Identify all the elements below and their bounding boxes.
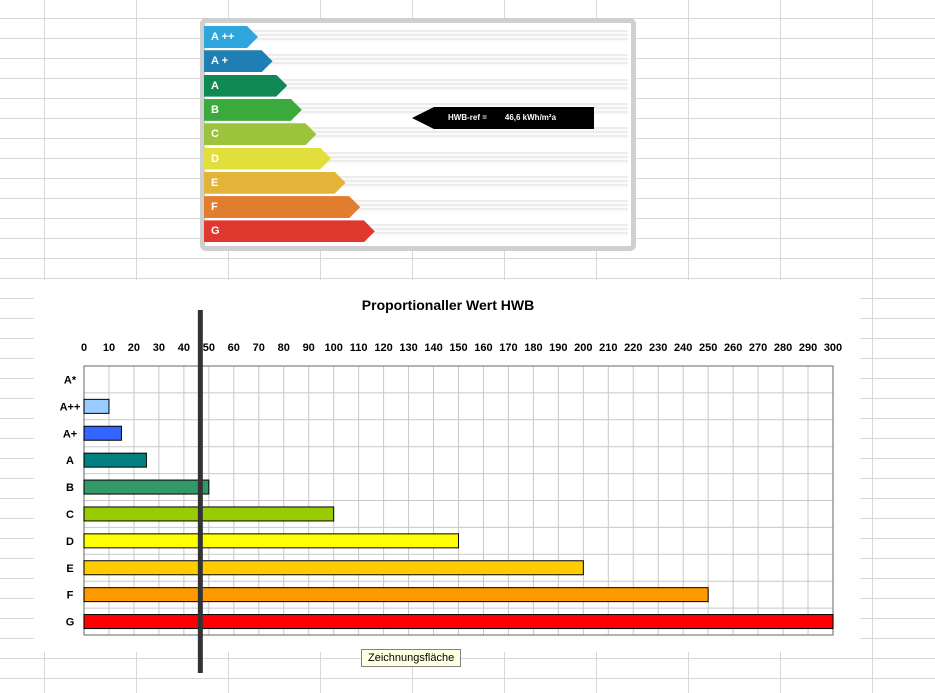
- x-tick-label: 220: [624, 342, 642, 354]
- x-tick-label: 180: [524, 342, 542, 354]
- y-category-label: E: [66, 563, 73, 575]
- x-tick-label: 140: [424, 342, 442, 354]
- x-tick-label: 60: [228, 342, 240, 354]
- energy-class-arrow: A ++: [204, 26, 258, 48]
- x-tick-label: 110: [350, 342, 368, 354]
- y-category-label: D: [66, 536, 74, 548]
- x-tick-label: 120: [374, 342, 392, 354]
- x-tick-label: 250: [699, 342, 717, 354]
- x-tick-label: 100: [324, 342, 342, 354]
- energy-class-track: [204, 54, 628, 67]
- x-tick-label: 210: [599, 342, 617, 354]
- x-tick-label: 50: [203, 342, 215, 354]
- energy-class-row: G: [204, 220, 628, 242]
- bar: [83, 533, 459, 549]
- x-tick-label: 80: [278, 342, 290, 354]
- bar: [83, 479, 210, 495]
- energy-class-arrow: A +: [204, 50, 273, 72]
- energy-class-row: F: [204, 196, 628, 218]
- x-tick-label: 150: [449, 342, 467, 354]
- x-tick-label: 40: [178, 342, 190, 354]
- bar: [83, 560, 584, 576]
- plot-border: [83, 365, 834, 636]
- energy-class-arrow: E: [204, 172, 346, 194]
- y-category-label: B: [66, 482, 74, 494]
- x-tick-label: 290: [799, 342, 817, 354]
- hwb-ref-value: 46,6 kWh/m²a: [504, 113, 557, 122]
- x-tick-label: 0: [81, 342, 87, 354]
- energy-class-arrow: F: [204, 196, 360, 218]
- bar: [83, 425, 122, 441]
- bar: [83, 506, 335, 522]
- x-tick-label: 230: [649, 342, 667, 354]
- x-tick-label: 30: [153, 342, 165, 354]
- x-tick-label: 270: [749, 342, 767, 354]
- energy-class-arrow: G: [204, 220, 375, 242]
- x-tick-label: 300: [824, 342, 842, 354]
- y-category-label: A*: [64, 374, 77, 386]
- hwb-ref-label: HWB-ref =: [448, 113, 487, 122]
- energy-class-arrow: B: [204, 99, 302, 121]
- bar: [83, 614, 834, 630]
- bar: [83, 452, 147, 468]
- x-tick-label: 190: [549, 342, 567, 354]
- x-tick-label: 280: [774, 342, 792, 354]
- bar: [83, 587, 709, 603]
- energy-class-row: E: [204, 172, 628, 194]
- energy-class-track: [204, 30, 628, 42]
- chart-title: Proportionaller Wert HWB: [362, 297, 534, 313]
- x-tick-label: 240: [674, 342, 692, 354]
- y-category-label: C: [66, 509, 74, 521]
- energy-class-arrow: A: [204, 75, 287, 97]
- plot-area-tooltip: Zeichnungsfläche: [361, 649, 462, 667]
- x-tick-label: 130: [399, 342, 417, 354]
- bar: [83, 398, 110, 414]
- y-category-label: F: [67, 590, 74, 602]
- x-tick-label: 200: [574, 342, 592, 354]
- y-category-label: A: [66, 455, 74, 467]
- x-tick-label: 170: [499, 342, 517, 354]
- y-category-label: A+: [63, 428, 77, 440]
- x-tick-label: 160: [474, 342, 492, 354]
- x-tick-label: 90: [303, 342, 315, 354]
- energy-class-track: [204, 78, 628, 91]
- energy-class-row: A: [204, 75, 628, 97]
- energy-class-row: C: [204, 123, 628, 145]
- hwb-ref-arrow: HWB-ref = 46,6 kWh/m²a: [412, 107, 594, 129]
- energy-class-row: A ++: [204, 26, 628, 48]
- x-tick-label: 260: [724, 342, 742, 354]
- x-tick-label: 20: [128, 342, 140, 354]
- energy-class-row: A +: [204, 50, 628, 72]
- y-category-label: A++: [60, 401, 81, 413]
- energy-class-arrow: D: [204, 148, 331, 170]
- x-tick-label: 70: [253, 342, 265, 354]
- y-category-label: G: [66, 617, 75, 629]
- energy-class-row: D: [204, 148, 628, 170]
- x-tick-label: 10: [103, 342, 115, 354]
- energy-class-arrow: C: [204, 123, 316, 145]
